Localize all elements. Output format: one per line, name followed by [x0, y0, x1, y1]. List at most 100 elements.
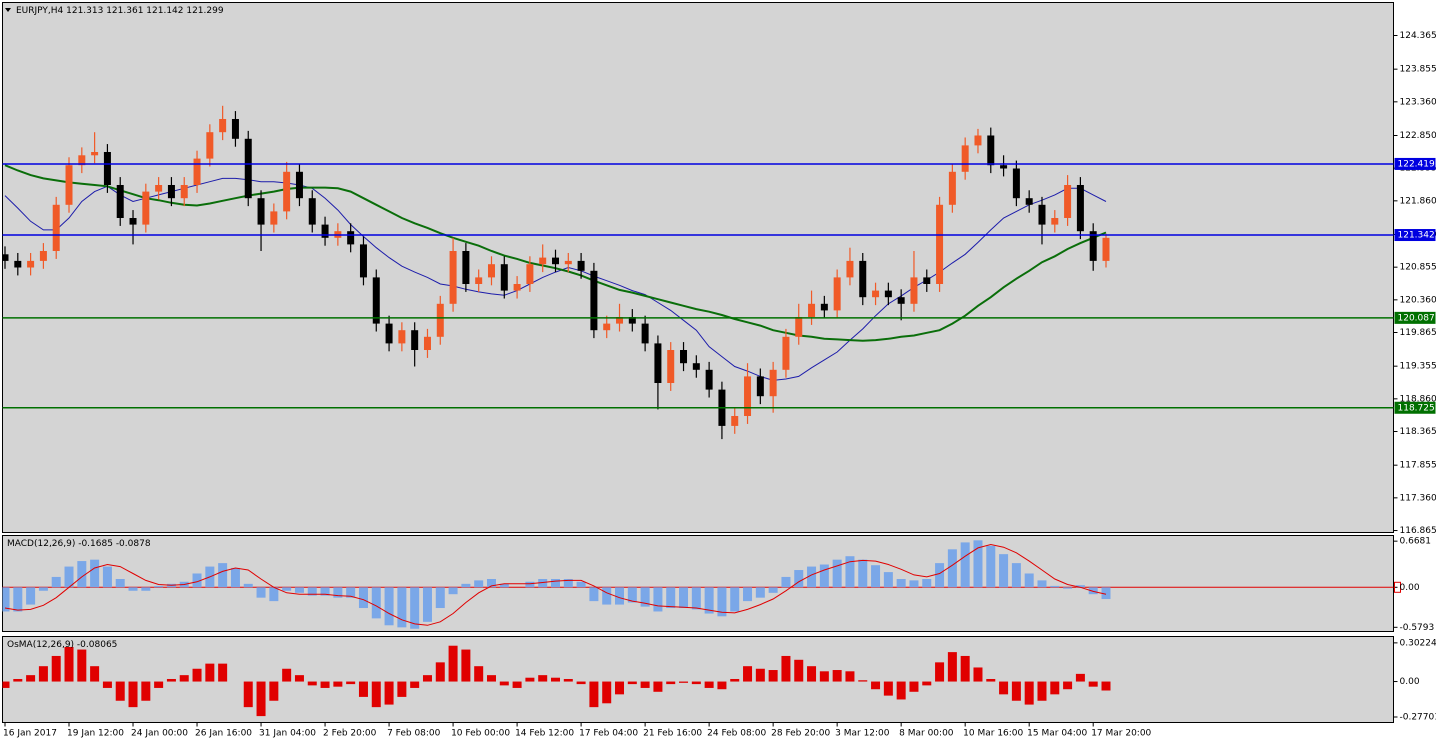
osma-bar [845, 671, 855, 682]
level-label-box [1394, 157, 1436, 170]
macd-bar [192, 573, 202, 588]
candle-body [628, 317, 636, 324]
macd-bar [64, 566, 74, 588]
candle-body [641, 323, 649, 344]
osma-bar [512, 681, 522, 688]
y-tick-label: 123.855 [1400, 65, 1436, 75]
macd-bar [1050, 585, 1060, 588]
candle-body [14, 260, 22, 268]
osma-bar [973, 667, 983, 682]
osma-bar [51, 655, 61, 682]
x-tick-label: 24 Feb 08:00 [707, 729, 766, 739]
macd-bar [819, 564, 829, 588]
candle-body [539, 257, 547, 265]
candle-body [1012, 168, 1020, 199]
macd-bar [294, 587, 304, 593]
level-label: 121.342 [1398, 231, 1435, 241]
macd-bar [1011, 563, 1021, 588]
candle-body [244, 138, 252, 199]
osma-bar [435, 662, 445, 682]
candle-body [1000, 165, 1008, 169]
macd-bar [871, 565, 881, 588]
macd-bar [602, 587, 612, 605]
macd-bar [474, 580, 484, 588]
y-tick-label: 0.30224 [1400, 638, 1436, 648]
candle-body [692, 363, 700, 370]
osma-bar [218, 663, 228, 682]
macd-bar [730, 587, 740, 612]
candle-body [897, 297, 905, 304]
candle-body [2, 254, 9, 261]
macd-bar [935, 563, 945, 588]
osma-bar [563, 678, 573, 682]
candle-body [923, 277, 931, 285]
osma-bar [333, 681, 343, 687]
candle-body [910, 277, 918, 304]
candle-body [654, 343, 662, 384]
candle-body [385, 323, 393, 344]
candle-body [39, 250, 47, 261]
osma-bar [26, 675, 36, 682]
y-tick-label: 119.865 [1400, 328, 1436, 338]
macd-bar [230, 567, 240, 588]
macd-bar [538, 579, 548, 588]
osma-bar [2, 681, 10, 688]
osma-bar [1011, 681, 1021, 701]
osma-bar [115, 681, 125, 701]
macd-bar [307, 587, 317, 596]
plot-area [2, 540, 1394, 629]
candle-body [667, 350, 675, 384]
candle-body [257, 198, 265, 225]
y-tick-label: 119.355 [1400, 362, 1436, 372]
osma-bar [384, 681, 394, 705]
candle-body [731, 416, 739, 426]
osma-bar [999, 681, 1009, 695]
macd-bar [947, 549, 957, 588]
candle-body [411, 330, 419, 351]
osma-bar [1075, 673, 1085, 682]
candle-body [769, 369, 777, 397]
level-label: 118.725 [1398, 403, 1435, 413]
candle-body [295, 171, 303, 199]
macd-bar [807, 566, 817, 588]
macd-bar [1024, 573, 1034, 588]
y-tick-label: 117.360 [1400, 493, 1436, 503]
candle-body [308, 198, 316, 225]
candle-body [180, 184, 188, 199]
candle-body [116, 184, 124, 218]
y-tick-label: 116.865 [1400, 526, 1436, 536]
candle-body [526, 264, 534, 285]
candle-body [974, 135, 982, 146]
osma-bar [1037, 681, 1047, 701]
osma-bar [486, 675, 496, 682]
plot-area [2, 645, 1111, 717]
macd-bar [256, 587, 266, 598]
osma-bar [576, 681, 586, 685]
macd-bar [666, 587, 676, 609]
macd-bar [26, 587, 36, 605]
macd-bar [858, 559, 868, 588]
osma-bar [243, 681, 253, 708]
osma-bar [179, 675, 189, 682]
candle-body [564, 260, 572, 265]
macd-bar [384, 587, 394, 626]
macd-bar [499, 583, 509, 588]
candle-body [808, 303, 816, 318]
candle-body [936, 204, 944, 285]
macd-bar [102, 566, 112, 588]
osma-bar [294, 675, 304, 682]
x-tick-label: 31 Jan 04:00 [259, 729, 316, 739]
osma-bar [935, 662, 945, 682]
osma-bar [269, 681, 279, 701]
y-tick-label: 0.00 [1400, 677, 1420, 687]
macd-bar [653, 587, 663, 612]
candle-body [91, 151, 99, 156]
osma-bar [525, 677, 535, 682]
candle-body [359, 244, 367, 278]
macd-bar [768, 587, 778, 593]
candle-body [795, 317, 803, 337]
macd-bar [358, 587, 368, 609]
x-tick-label: 24 Jan 00:00 [131, 729, 188, 739]
candle-body [872, 290, 880, 298]
osma-bar [256, 681, 266, 717]
